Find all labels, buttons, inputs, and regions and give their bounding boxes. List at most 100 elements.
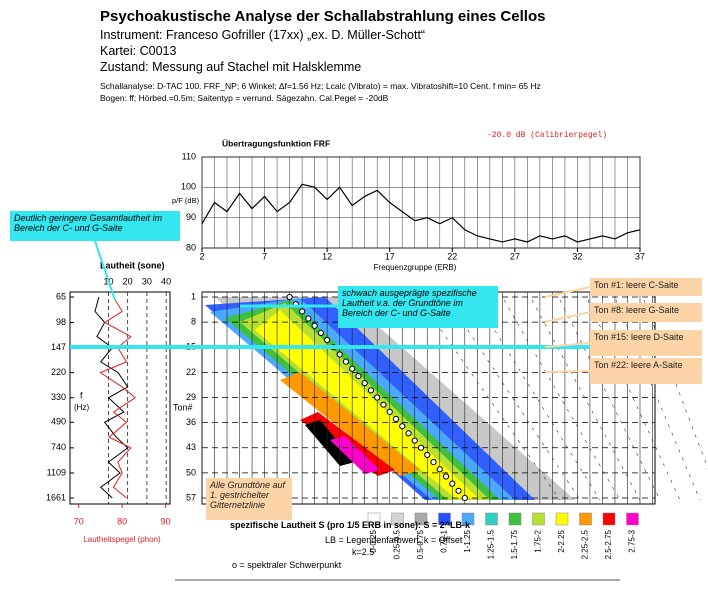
x-tick-label: 80 <box>117 516 127 526</box>
centroid <box>336 351 343 358</box>
y-tick-label: 147 <box>51 342 66 352</box>
centroid <box>355 372 362 380</box>
f-label: f <box>80 390 83 400</box>
y-tick-label: 330 <box>51 392 66 402</box>
centroid <box>461 494 468 502</box>
callout: Ton #1: leere C-Saite <box>590 278 702 296</box>
centroid <box>442 473 450 480</box>
y-tick-label: 740 <box>51 442 66 452</box>
legend-label: 0.75-1 <box>440 529 449 552</box>
pointer <box>94 240 116 301</box>
frf-xlabel: Frequenzgruppe (ERB) <box>374 263 457 272</box>
y-tick-label: 22 <box>186 367 196 377</box>
analyse: Schallanalyse: D-TAC 100. FRF_NP; 6 Wink… <box>100 81 541 91</box>
zustand: Zustand: Messung auf Stachel mit Halskle… <box>100 60 362 74</box>
centroid <box>417 444 425 451</box>
formula: spezifische Lautheit S (pro 1/5 ERB in s… <box>230 520 471 530</box>
bogen: Bogen: ff; Hörbed.=0.5m; Saitentyp = ver… <box>100 93 389 103</box>
centroid <box>342 358 350 365</box>
frf-line <box>201 183 641 243</box>
legend-swatch <box>461 512 475 526</box>
y-tick-label: 1 <box>191 291 196 301</box>
centroid <box>424 451 431 459</box>
harmonic-grid <box>531 299 641 501</box>
centroid <box>374 394 381 401</box>
centroid <box>430 459 437 466</box>
centroid <box>380 401 387 408</box>
centroid <box>286 293 293 301</box>
x-tick-label: 32 <box>572 251 582 261</box>
legend-label: 2.5-2.75 <box>604 529 613 559</box>
centroid <box>305 315 312 322</box>
legend-label: 1-1.25 <box>463 529 472 552</box>
legend-swatch <box>508 512 522 526</box>
y-tick-label: 43 <box>186 442 196 452</box>
y-tick-label: 1109 <box>47 467 66 477</box>
x-tick-label: 37 <box>635 251 645 261</box>
frf-title: Übertragungsfunktion FRF <box>222 138 330 148</box>
x-tick-label: 27 <box>510 251 520 261</box>
callout: Ton #15: leere D-Saite <box>590 330 702 356</box>
y-tick-label: 65 <box>56 291 66 301</box>
y-tick-label: 29 <box>186 392 196 402</box>
x-tick-label: 20 <box>123 276 133 286</box>
legend-label: 1.5-1.75 <box>510 529 519 559</box>
centroid <box>449 480 456 487</box>
formula: LB = Legendenfarbwert, k = Offset <box>325 535 463 545</box>
pointer <box>544 286 591 298</box>
y-tick-label: 490 <box>51 417 66 427</box>
legend-swatch <box>367 512 381 526</box>
legend-label: 0-0.25 <box>369 529 378 552</box>
harmonic-grid <box>559 299 661 501</box>
legend-swatch <box>532 512 545 526</box>
y-tick-label: 1661 <box>46 492 66 502</box>
legend-swatch <box>626 512 639 526</box>
formula: k=2.5 <box>352 547 375 557</box>
centroid <box>299 308 306 315</box>
y-tick-label: 100 <box>181 182 196 192</box>
ton-label: Ton# <box>173 402 193 412</box>
y-tick-label: 110 <box>182 151 196 161</box>
y-tick-label: 36 <box>186 417 196 427</box>
frf-frame <box>201 156 641 249</box>
centroid <box>386 408 393 415</box>
legend-swatch <box>602 512 616 526</box>
calibration: -20.0 dB (Calibrierpegel) <box>487 131 607 140</box>
centroid <box>405 430 412 437</box>
title: Psychoakustische Analyse der Schallabstr… <box>100 8 546 25</box>
legend-swatch <box>438 512 451 526</box>
legend-label: 0.25-0.5 <box>393 529 402 559</box>
y-tick-label: 8 <box>191 317 196 327</box>
centroid <box>349 365 356 372</box>
pointer <box>544 311 591 323</box>
centroid <box>317 329 324 336</box>
centroid <box>361 380 368 387</box>
pointer <box>544 342 591 348</box>
legend-label: 1.25-1.5 <box>487 529 496 559</box>
x-tick-label: 90 <box>161 516 171 526</box>
instrument: Instrument: Franceso Gofriller (17xx) „e… <box>100 28 426 42</box>
x-tick-label: 40 <box>161 276 171 286</box>
legend-label: 0.5-0.75 <box>416 529 425 559</box>
loudness-title: Lautheit (sone) <box>100 260 165 270</box>
y-tick-label: 80 <box>186 242 196 252</box>
centroid <box>455 487 462 494</box>
f-unit: (Hz) <box>74 403 89 412</box>
centroid <box>411 437 418 444</box>
legend-swatch <box>555 512 569 526</box>
y-tick-label: 98 <box>56 317 66 327</box>
centroid <box>367 387 375 394</box>
callout: Ton #8: leere G-Saite <box>590 303 702 322</box>
x-tick-label: 12 <box>322 251 332 261</box>
legend-swatch <box>485 512 498 526</box>
x-tick-label: 70 <box>74 516 84 526</box>
callout: schwach ausgeprägte spezifische Lautheit… <box>338 286 498 328</box>
x-tick-label: 30 <box>142 276 152 286</box>
centroid <box>399 423 406 430</box>
callout: Ton #22: leere A-Saite <box>590 358 702 384</box>
x-tick-label: 17 <box>385 251 395 261</box>
y-tick-label: 57 <box>186 492 196 502</box>
loudness-line <box>99 296 137 499</box>
centroid <box>324 336 331 344</box>
